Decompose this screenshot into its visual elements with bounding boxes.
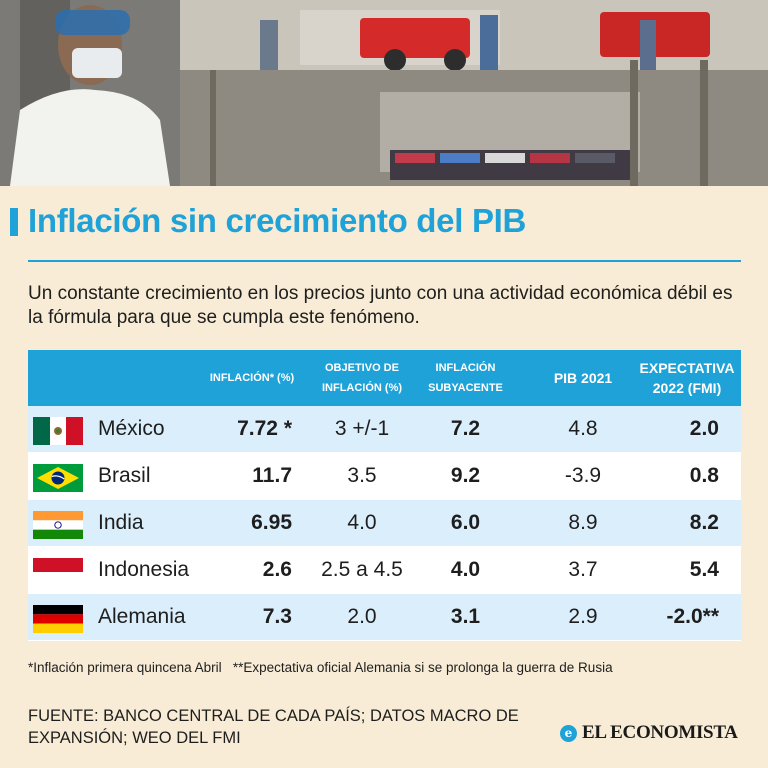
cell-subyacente: 3.1 [450,605,481,628]
cell-country: India [98,511,144,534]
indonesia-flag-icon [33,558,83,586]
table-row: Indonesia 2.6 2.5 a 4.5 4.0 3.7 5.4 [28,547,741,594]
cell-inflacion: 6.95 [251,511,292,534]
cell-inflacion: 7.72 * [237,417,292,440]
cell-expectativa: 5.4 [689,558,719,581]
cell-expectativa: -2.0** [666,605,719,628]
inflation-table: INFLACIÓN* (%) OBJETIVO DE INFLACIÓN (%)… [28,350,741,641]
header-expectativa: EXPECTATIVA 2022 (FMI) [639,360,735,396]
cell-objetivo: 3 +/-1 [334,417,390,440]
cell-objetivo: 3.5 [347,464,377,487]
germany-flag-icon [33,605,83,633]
cell-objetivo: 2.0 [347,605,377,628]
cell-subyacente: 6.0 [450,511,481,534]
table-row: India 6.95 4.0 6.0 8.9 8.2 [28,500,741,547]
cell-country: Alemania [98,605,186,628]
cell-inflacion: 7.3 [262,605,292,628]
cell-inflacion: 2.6 [262,558,292,581]
brazil-flag-icon [33,464,83,492]
footnote: *Inflación primera quincena Abril **Expe… [28,660,613,675]
table-row: Alemania 7.3 2.0 3.1 2.9 -2.0** [28,594,741,641]
cell-pib: 8.9 [568,511,598,534]
el-economista-logo: e EL ECONOMISTA [560,722,738,744]
cell-subyacente: 4.0 [450,558,481,581]
header-objetivo: OBJETIVO DE INFLACIÓN (%) [321,362,403,394]
mexico-flag-icon [33,417,83,445]
street-market-photo [0,0,768,186]
cell-expectativa: 0.8 [689,464,719,487]
cell-pib: 2.9 [568,605,598,628]
source-note: Fuente: Banco Central de cada país; Dato… [28,707,519,747]
header-subyacente: INFLACIÓN SUBYACENTE [428,362,503,394]
cell-country: México [98,417,165,440]
table-header: INFLACIÓN* (%) OBJETIVO DE INFLACIÓN (%)… [28,350,741,406]
cell-inflacion: 11.7 [252,464,292,487]
cell-expectativa: 8.2 [689,511,719,534]
table-row: Brasil 11.7 3.5 9.2 -3.9 0.8 [28,453,741,500]
header-inflacion: INFLACIÓN* (%) [209,372,295,384]
subtitle: Un constante crecimiento en los precios … [28,283,733,328]
cell-pib: -3.9 [564,464,602,487]
cell-country: Indonesia [98,558,190,581]
cell-expectativa: 2.0 [689,417,719,440]
cell-objetivo: 2.5 a 4.5 [321,558,403,581]
cell-subyacente: 9.2 [450,464,481,487]
el-economista-logo-icon: e [560,724,577,742]
page-title: Inflación sin crecimiento del PIB [28,202,527,239]
cell-pib: 3.7 [568,558,598,581]
india-flag-icon [33,511,83,539]
title-divider [28,260,741,262]
table-row: México 7.72 * 3 +/-1 7.2 4.8 2.0 [28,406,741,453]
header-pib: PIB 2021 [553,370,613,386]
table-body: México 7.72 * 3 +/-1 7.2 4.8 2.0 Brasil 11.7 3.5… [28,406,741,641]
title-accent-bar [10,208,18,236]
cell-pib: 4.8 [568,417,598,440]
cell-subyacente: 7.2 [450,417,481,440]
cell-objetivo: 4.0 [347,511,377,534]
logo-text: EL ECONOMISTA [582,722,738,743]
cell-country: Brasil [98,464,151,487]
header-photo [0,0,768,186]
